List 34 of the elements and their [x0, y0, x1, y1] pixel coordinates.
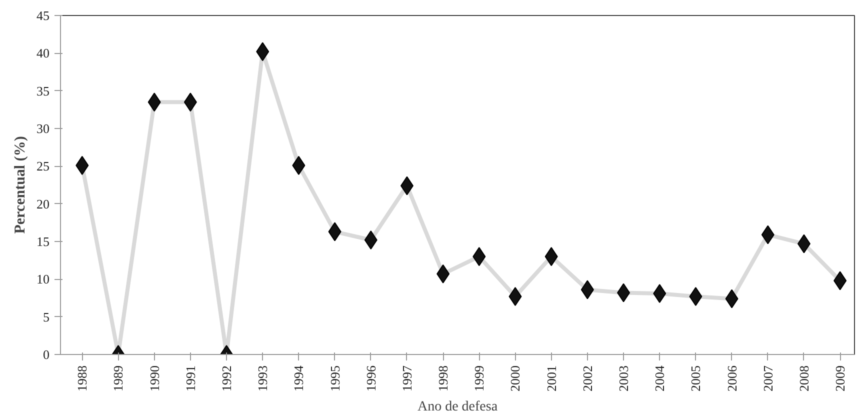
- x-tick-label: 1991: [182, 366, 198, 392]
- x-tick-label: 1995: [327, 366, 342, 392]
- y-tick-label: 40: [36, 46, 50, 61]
- y-tick-label: 45: [36, 8, 50, 23]
- x-tick-label: 1988: [74, 366, 90, 392]
- x-tick-label: 1993: [255, 366, 270, 392]
- x-tick-label: 1989: [110, 366, 126, 392]
- x-tick-label: 1992: [219, 366, 234, 392]
- x-tick-label: 2004: [652, 365, 668, 392]
- y-tick-label: 5: [43, 309, 50, 324]
- x-tick-label: 2002: [580, 366, 595, 392]
- y-tick-label: 35: [36, 83, 50, 98]
- x-tick-label: 2005: [688, 366, 704, 392]
- x-tick-label: 1999: [472, 366, 487, 392]
- y-tick-label: 20: [36, 196, 50, 212]
- x-tick-label: 1994: [291, 365, 306, 392]
- y-tick-label: 10: [36, 272, 50, 287]
- y-axis-title: Percentual (%): [12, 136, 28, 234]
- x-tick-label: 2001: [544, 366, 559, 392]
- x-tick-label: 1998: [436, 366, 451, 392]
- x-tick-label: 2007: [760, 365, 776, 392]
- x-axis-title: Ano de defesa: [417, 400, 498, 414]
- y-tick-label: 25: [36, 158, 50, 174]
- x-tick-label: 1990: [146, 366, 162, 392]
- x-tick-label: 2003: [616, 366, 632, 392]
- x-tick-label: 1996: [363, 365, 378, 392]
- y-tick-label: 0: [43, 347, 50, 362]
- x-tick-label: 1997: [399, 365, 414, 392]
- x-tick-label: 2000: [508, 366, 523, 392]
- y-tick-label: 15: [36, 234, 50, 249]
- y-tick-label: 30: [36, 121, 50, 136]
- x-tick-label: 2009: [832, 366, 848, 392]
- x-tick-label: 2008: [796, 366, 812, 392]
- x-tick-label: 2006: [724, 365, 740, 392]
